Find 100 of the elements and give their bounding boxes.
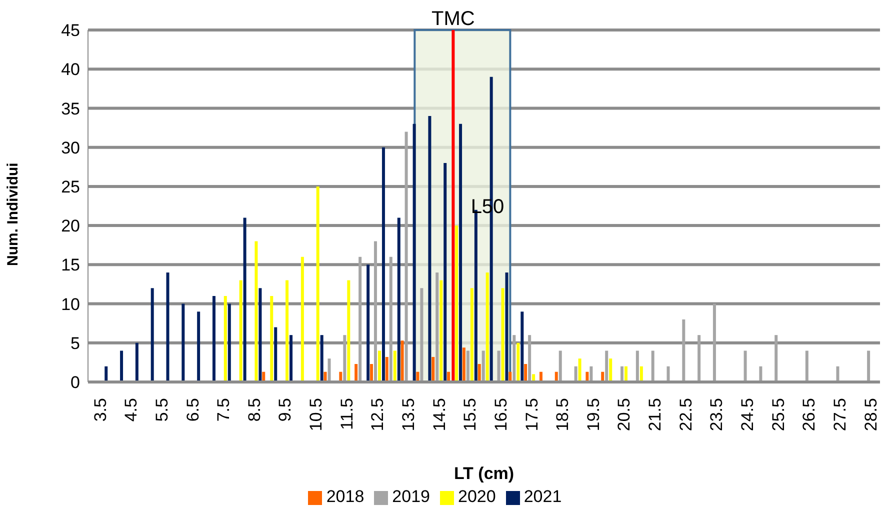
y-tick-label: 40 — [61, 60, 80, 80]
bar — [420, 288, 424, 382]
bar — [197, 312, 200, 382]
bar — [651, 350, 654, 382]
bar — [744, 350, 747, 382]
bar — [578, 358, 582, 382]
bar — [512, 335, 516, 382]
bar — [182, 304, 185, 382]
bar — [150, 288, 154, 382]
y-tick-label: 45 — [61, 21, 80, 40]
y-tick-label: 30 — [61, 138, 80, 158]
y-tick-label: 35 — [61, 99, 80, 118]
bar — [274, 327, 278, 382]
bar — [455, 226, 458, 382]
x-tick-label: 28.5 — [861, 398, 880, 432]
bar — [805, 350, 808, 382]
x-tick-label: 3.5 — [90, 398, 110, 422]
x-tick-label: 24.5 — [738, 398, 757, 432]
bar — [228, 304, 231, 382]
x-tick-label: 4.5 — [122, 398, 141, 422]
x-tick-label: 8.5 — [244, 398, 264, 422]
bar — [316, 186, 320, 382]
bar — [347, 280, 350, 382]
bar — [444, 162, 447, 382]
bar — [470, 288, 474, 382]
bar — [378, 350, 381, 382]
bar — [400, 340, 404, 382]
bar — [428, 116, 432, 382]
x-tick-label: 21.5 — [646, 398, 665, 432]
bar — [286, 280, 289, 382]
x-tick-label: 26.5 — [800, 398, 819, 432]
bar — [466, 350, 470, 382]
bar — [258, 288, 262, 382]
bar — [524, 364, 528, 382]
bar — [328, 358, 331, 382]
x-tick-label: 11.5 — [337, 398, 356, 430]
bar — [505, 272, 508, 382]
y-axis-title: Num. Individui — [4, 162, 22, 266]
legend-label: 2019 — [392, 487, 430, 506]
x-tick-label: 25.5 — [768, 398, 788, 432]
x-tick-label: 20.5 — [614, 398, 634, 432]
x-tick-label: 7.5 — [214, 398, 234, 422]
bar — [497, 350, 500, 382]
bar — [609, 358, 612, 382]
y-tick-label: 5 — [70, 334, 80, 353]
bar — [389, 256, 392, 382]
x-tick-label: 18.5 — [553, 398, 572, 432]
bar — [436, 272, 439, 382]
bar — [867, 350, 870, 382]
x-tick-label: 22.5 — [676, 398, 696, 432]
x-tick-label: 19.5 — [584, 398, 603, 432]
bar — [120, 350, 124, 382]
bar — [558, 350, 562, 382]
bar — [397, 218, 400, 382]
bar — [516, 342, 520, 382]
bar — [354, 364, 358, 382]
bar — [212, 296, 216, 382]
x-tick-label: 6.5 — [183, 398, 202, 422]
bar — [478, 364, 481, 382]
bar — [320, 335, 324, 382]
bar — [254, 241, 258, 382]
bar — [239, 280, 242, 382]
y-tick-label: 15 — [61, 256, 80, 275]
bar — [459, 124, 462, 382]
bar — [300, 256, 304, 382]
bar — [366, 264, 370, 382]
bar — [605, 350, 608, 382]
bar — [243, 218, 246, 382]
x-tick-label: 16.5 — [491, 398, 510, 432]
bar — [382, 147, 385, 382]
bar — [698, 335, 701, 382]
y-tick-label: 0 — [70, 373, 80, 392]
legend-label: 2021 — [524, 487, 562, 506]
bar — [482, 350, 485, 382]
bar — [370, 364, 373, 382]
ref-line-label: TMC — [432, 8, 475, 30]
x-tick-label: 14.5 — [430, 398, 449, 432]
bar — [432, 356, 435, 382]
x-tick-label: 15.5 — [460, 398, 480, 432]
x-tick-label: 10.5 — [306, 398, 326, 432]
x-tick-label: 12.5 — [368, 398, 388, 432]
bar — [358, 256, 362, 382]
legend-label: 2020 — [458, 487, 496, 506]
bar — [166, 272, 170, 382]
bar — [486, 272, 489, 382]
x-tick-label: 13.5 — [399, 398, 418, 432]
bar — [374, 241, 377, 382]
bar — [501, 288, 504, 382]
bar — [636, 350, 639, 382]
bar — [393, 350, 396, 382]
bar — [520, 312, 524, 382]
bar — [712, 304, 716, 382]
x-tick-label: 27.5 — [830, 398, 850, 432]
bar — [774, 335, 778, 382]
bar — [385, 356, 388, 382]
legend-label: 2018 — [326, 487, 364, 506]
x-tick-label: 5.5 — [152, 398, 172, 422]
y-tick-label: 20 — [61, 216, 80, 236]
bar — [290, 335, 293, 382]
y-tick-label: 10 — [61, 294, 80, 314]
